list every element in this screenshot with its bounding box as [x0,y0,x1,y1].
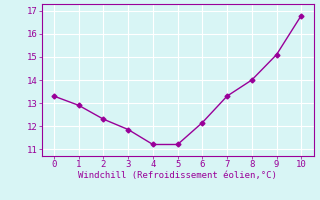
X-axis label: Windchill (Refroidissement éolien,°C): Windchill (Refroidissement éolien,°C) [78,171,277,180]
